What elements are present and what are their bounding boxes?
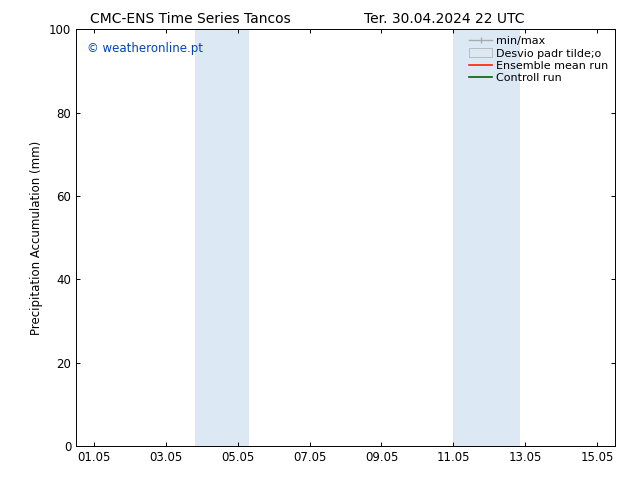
Text: Ter. 30.04.2024 22 UTC: Ter. 30.04.2024 22 UTC bbox=[363, 12, 524, 26]
Text: CMC-ENS Time Series Tancos: CMC-ENS Time Series Tancos bbox=[90, 12, 290, 26]
Text: © weatheronline.pt: © weatheronline.pt bbox=[87, 42, 203, 55]
Y-axis label: Precipitation Accumulation (mm): Precipitation Accumulation (mm) bbox=[30, 141, 43, 335]
Legend: min/max, Desvio padr tilde;o, Ensemble mean run, Controll run: min/max, Desvio padr tilde;o, Ensemble m… bbox=[466, 33, 612, 87]
Bar bbox=[195, 29, 249, 446]
Bar bbox=[453, 29, 520, 446]
